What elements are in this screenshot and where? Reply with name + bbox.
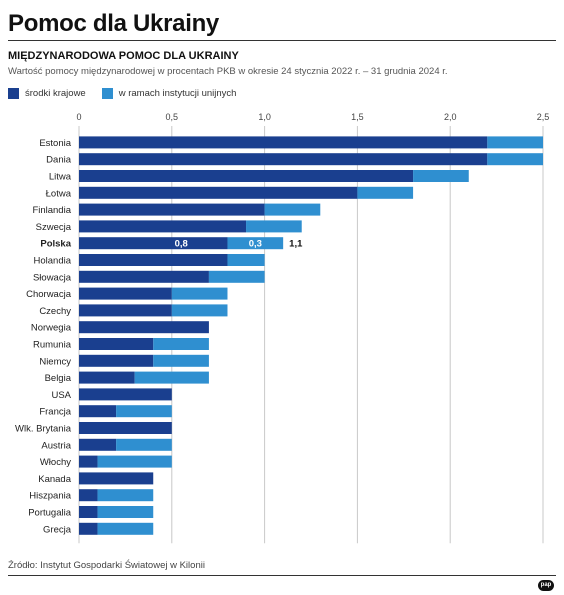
bar-segment-national bbox=[79, 438, 117, 451]
bar-segment-eu bbox=[227, 254, 265, 266]
data-label-national: 0,8 bbox=[175, 239, 188, 250]
legend-label-eu: w ramach instytucji unijnych bbox=[118, 88, 237, 99]
bar-segment-national bbox=[79, 388, 172, 401]
category-label: Łotwa bbox=[46, 188, 72, 199]
category-label: Estonia bbox=[39, 138, 71, 149]
x-tick-label: 2,5 bbox=[537, 112, 550, 122]
category-label: Słowacja bbox=[33, 272, 72, 283]
bar-segment-national bbox=[79, 405, 117, 418]
bar-segment-eu bbox=[487, 136, 543, 149]
category-label: Niemcy bbox=[39, 356, 71, 367]
legend-swatch-national bbox=[8, 88, 19, 99]
bar-segment-eu bbox=[153, 354, 209, 367]
category-label: Chorwacja bbox=[26, 289, 72, 300]
x-tick-label: 1,0 bbox=[258, 112, 271, 122]
stacked-bar-chart: 0 0,5 1,0 1,5 2,0 2,5 Estonia Dania Litwa Łotwa Fi… bbox=[15, 112, 550, 544]
x-tick-label: 0 bbox=[76, 112, 81, 122]
category-label: Wlk. Brytania bbox=[15, 424, 72, 435]
bar-segment-national bbox=[79, 287, 172, 300]
category-label: USA bbox=[51, 390, 71, 401]
legend-swatch-eu bbox=[101, 88, 113, 99]
bar-segment-eu bbox=[227, 237, 284, 250]
bar-segment-eu bbox=[208, 270, 265, 283]
bar-segment-national bbox=[79, 489, 98, 502]
category-label: Portugalia bbox=[28, 508, 71, 519]
category-label: Austria bbox=[41, 440, 71, 451]
data-label-total: 1,1 bbox=[289, 239, 303, 250]
bar-segment-national bbox=[79, 270, 209, 283]
category-label: Holandia bbox=[34, 256, 72, 267]
bar-segment-eu bbox=[97, 506, 154, 518]
bar-segment-eu bbox=[264, 203, 321, 216]
category-label: Dania bbox=[46, 155, 72, 166]
bar-segment-national bbox=[79, 338, 154, 350]
x-tick-label: 0,5 bbox=[166, 112, 179, 122]
category-label: Finlandia bbox=[32, 205, 71, 216]
bar-segment-national bbox=[79, 506, 98, 518]
x-tick-label: 1,5 bbox=[351, 112, 364, 122]
bar-segment-national bbox=[79, 254, 228, 266]
bar-segment-national bbox=[79, 321, 209, 334]
bar-segment-national bbox=[79, 522, 98, 535]
bar-segment-eu bbox=[134, 371, 209, 384]
bar-segment-eu bbox=[171, 304, 228, 317]
data-label-eu: 0,3 bbox=[249, 239, 262, 250]
bar-segment-national bbox=[79, 136, 488, 149]
category-label: Grecja bbox=[43, 524, 72, 535]
footer-divider bbox=[8, 575, 556, 576]
bar-segment-national bbox=[79, 304, 172, 317]
bar-segment-eu bbox=[116, 405, 172, 418]
bar-segment-eu bbox=[153, 338, 209, 350]
bar-segment-national bbox=[79, 237, 228, 250]
category-label-highlight: Polska bbox=[40, 239, 71, 250]
category-label: Kanada bbox=[38, 474, 71, 485]
bar-segment-eu bbox=[171, 287, 228, 300]
bar-segment-eu bbox=[357, 186, 414, 199]
bar-segment-national bbox=[79, 170, 414, 182]
pap-logo: pap bbox=[538, 580, 554, 591]
bar-segment-national bbox=[79, 455, 98, 468]
bar-segment-eu bbox=[97, 455, 172, 468]
chart-legend: środki krajowe w ramach instytucji unijn… bbox=[8, 88, 252, 99]
category-label: Włochy bbox=[40, 457, 71, 468]
bar-segment-eu bbox=[116, 438, 172, 451]
category-label: Litwa bbox=[49, 172, 72, 183]
bar-segment-eu bbox=[413, 170, 469, 182]
legend-item-national: środki krajowe bbox=[8, 88, 86, 99]
page-title: Pomoc dla Ukrainy bbox=[8, 10, 219, 37]
bar-segment-national bbox=[79, 203, 265, 216]
bar-segment-national bbox=[79, 153, 488, 166]
bar-segment-national bbox=[79, 371, 135, 384]
bar-segment-eu bbox=[97, 489, 154, 502]
category-label: Czechy bbox=[39, 306, 71, 317]
bar-segment-national bbox=[79, 354, 154, 367]
bar-segment-eu bbox=[487, 153, 543, 166]
legend-item-eu: w ramach instytucji unijnych bbox=[101, 88, 237, 99]
title-divider bbox=[8, 40, 556, 41]
bar-segment-national bbox=[79, 422, 172, 434]
category-label: Francja bbox=[39, 407, 71, 418]
bar-segment-eu bbox=[246, 220, 302, 233]
category-label: Norwegia bbox=[31, 323, 72, 334]
bar-segment-eu bbox=[97, 522, 154, 535]
category-label: Rumunia bbox=[33, 340, 72, 351]
chart-subtitle: MIĘDZYNARODOWA POMOC DLA UKRAINY bbox=[8, 50, 239, 62]
category-label: Belgia bbox=[45, 373, 72, 384]
bar-segment-national bbox=[79, 472, 154, 485]
bar-segment-national bbox=[79, 220, 247, 233]
legend-label-national: środki krajowe bbox=[25, 88, 86, 99]
category-label: Hiszpania bbox=[29, 491, 71, 502]
x-tick-label: 2,0 bbox=[444, 112, 457, 122]
source-note: Źródło: Instytut Gospodarki Światowej w … bbox=[8, 560, 205, 571]
category-label: Szwecja bbox=[36, 222, 72, 233]
chart-description: Wartość pomocy międzynarodowej w procent… bbox=[8, 66, 448, 77]
bar-segment-national bbox=[79, 186, 358, 199]
